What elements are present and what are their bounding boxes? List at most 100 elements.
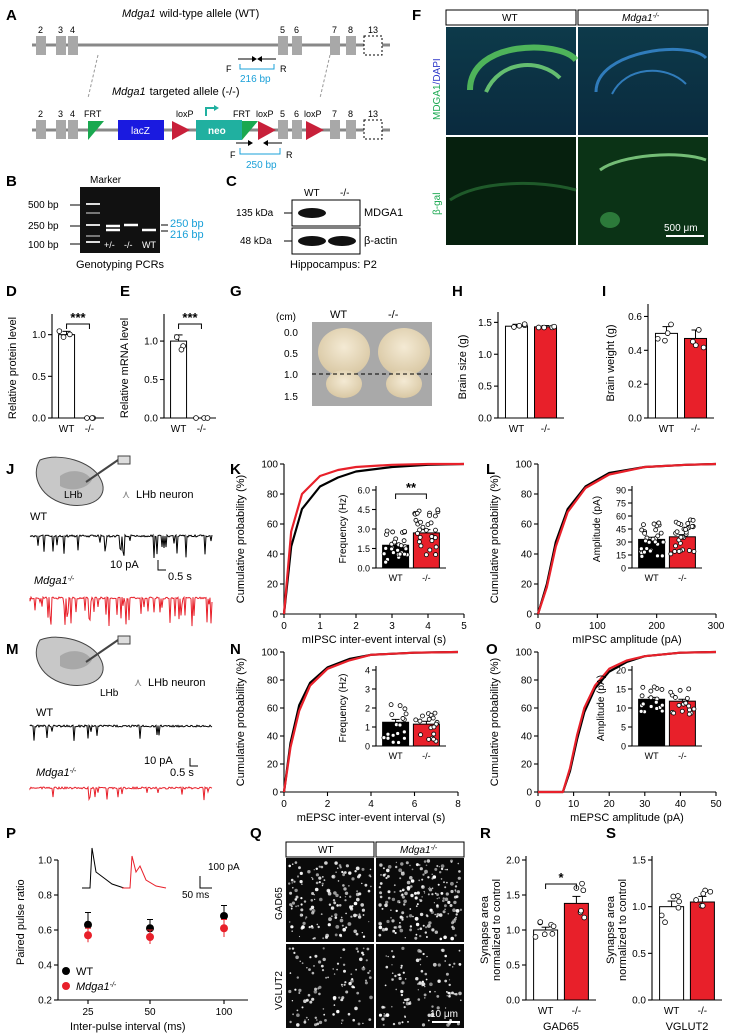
punctum [362, 947, 365, 950]
punctum [440, 892, 444, 895]
data-point [686, 686, 692, 692]
panel-p-chart: 0.2 0.4 0.6 0.8 1.0 25 50 100 [38, 856, 248, 1018]
punctum [456, 1022, 460, 1026]
punctum [379, 863, 383, 867]
y-axis-label: Frequency (Hz) [338, 674, 349, 743]
data-point [395, 547, 401, 553]
data-point [418, 519, 423, 525]
ppr-point-ko [146, 933, 154, 941]
punctum [458, 963, 462, 966]
punctum [452, 908, 456, 912]
punctum [336, 962, 340, 965]
x-axis-label: mEPSC amplitude (pA) [570, 812, 684, 824]
x-tick-label: 10 [568, 799, 580, 810]
punctum [323, 1013, 326, 1016]
svg-text:WT: WT [304, 188, 320, 199]
y-tick-label: 0.0 [628, 414, 642, 425]
punctum [391, 978, 394, 981]
y-tick-label: 15 [616, 685, 626, 695]
data-point [397, 722, 403, 728]
punctum [392, 1022, 396, 1026]
panel-label: E [120, 283, 130, 300]
data-point [668, 689, 674, 695]
punctum [294, 898, 298, 901]
ppr-point-ko [220, 924, 228, 933]
x-tick-label: WT [645, 751, 659, 761]
punctum [293, 951, 296, 955]
data-point [660, 539, 666, 545]
y-tick-label: 1.5 [632, 856, 646, 867]
y-tick-label: 75 [616, 499, 626, 509]
punctum [403, 998, 406, 1002]
punctum [422, 982, 424, 984]
x-axis-label: GAD65 [543, 1021, 579, 1033]
data-point [430, 715, 436, 721]
data-point [693, 897, 699, 903]
punctum [335, 893, 339, 898]
punctum [349, 895, 352, 898]
data-point [549, 931, 556, 937]
q-img-wt-gad65 [286, 858, 374, 942]
panel-b: B Marker 500 bp 250 bp 100 bp +/- -/- WT… [6, 173, 204, 271]
punctum [425, 936, 428, 938]
data-point [675, 904, 682, 911]
punctum [401, 895, 405, 899]
punctum [327, 891, 332, 896]
punctum [387, 896, 391, 900]
cdf-line-ko [282, 462, 464, 615]
punctum [384, 927, 388, 931]
punctum [402, 1001, 405, 1004]
punctum [384, 903, 388, 908]
cdf-line-ko [282, 650, 459, 793]
svg-text:loxP: loxP [304, 109, 322, 119]
punctum [355, 932, 359, 936]
punctum [322, 947, 325, 950]
data-point [690, 517, 696, 523]
svg-text:50 ms: 50 ms [182, 890, 209, 901]
punctum [401, 946, 405, 951]
y-tick-label: 60 [267, 704, 279, 715]
punctum [350, 915, 353, 918]
ppr-point-ko [84, 931, 92, 940]
punctum [369, 995, 373, 1000]
punctum [334, 913, 338, 917]
data-point [433, 527, 438, 533]
sig-stars: *** [70, 310, 86, 325]
x-tick-label: 1 [317, 621, 323, 632]
punctum [332, 899, 336, 902]
punctum [406, 997, 410, 1001]
panel-h-chart: 0.0 0.5 1.0 1.5 WT -/- Brain size (g) H [452, 283, 564, 435]
data-point [651, 521, 657, 527]
punctum [298, 935, 301, 938]
punctum [387, 865, 392, 869]
y-axis-label: Cumulative probability (%) [489, 658, 501, 786]
punctum [391, 919, 395, 923]
punctum [313, 869, 315, 871]
punctum [403, 903, 406, 906]
data-point [56, 328, 63, 334]
punctum [310, 925, 314, 928]
punctum [308, 968, 311, 971]
svg-text:250 bp: 250 bp [246, 160, 277, 171]
punctum [333, 973, 336, 975]
punctum [454, 934, 457, 937]
punctum [327, 976, 329, 979]
data-point [389, 712, 395, 718]
punctum [405, 861, 409, 865]
data-point [392, 539, 397, 545]
cdf-line-wt [282, 650, 459, 793]
svg-text:7: 7 [332, 25, 337, 35]
punctum [314, 887, 319, 892]
punctum [355, 947, 359, 950]
data-point [398, 543, 404, 549]
data-point [707, 888, 714, 895]
data-point [670, 893, 677, 900]
punctum [423, 860, 427, 863]
data-point [674, 529, 680, 535]
y-tick-label: 0.2 [628, 380, 642, 391]
punctum [291, 863, 294, 865]
punctum [360, 903, 365, 907]
panel-j: J LHb LHb neuron ⋏ WT 10 pA 0.5 s Mdga1-… [6, 455, 194, 587]
x-tick-label: 50 [710, 799, 722, 810]
punctum [418, 981, 423, 985]
